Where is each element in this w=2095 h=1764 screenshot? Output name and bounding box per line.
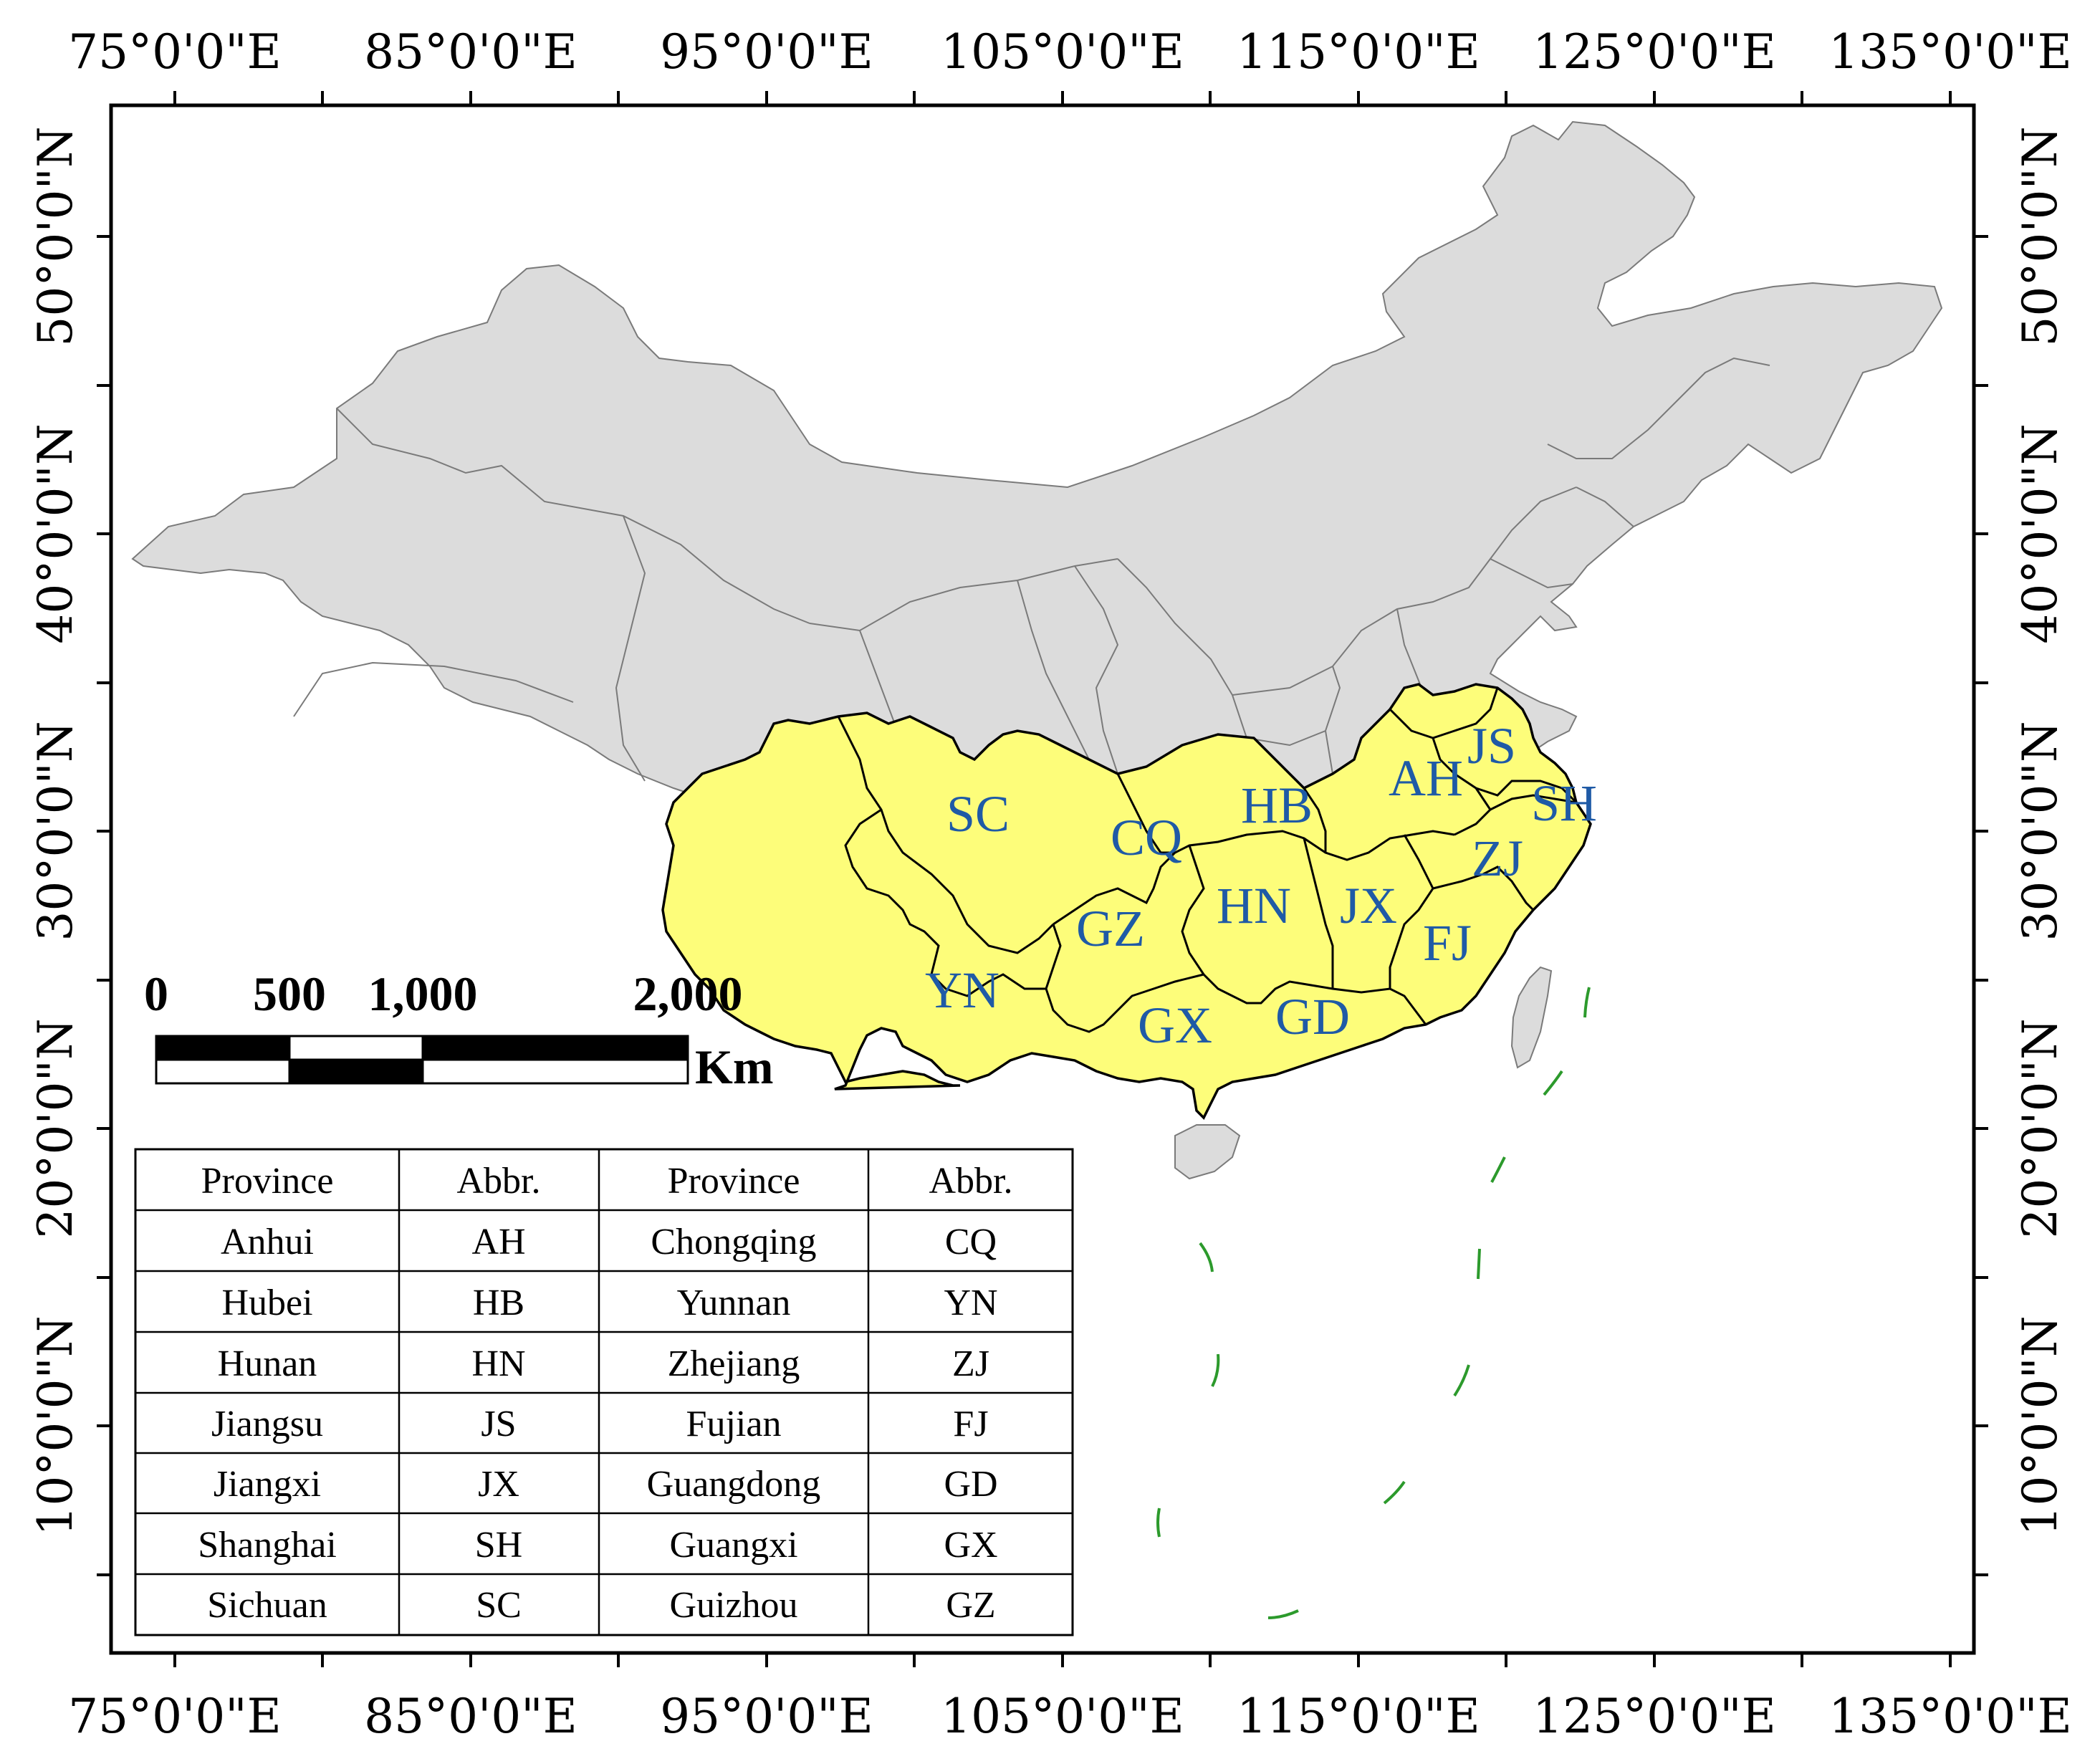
lon-label-bottom: 125°0'0"E: [1533, 1689, 1776, 1744]
table-cell: AH: [471, 1222, 525, 1262]
scale-unit: Km: [695, 1040, 774, 1094]
table-cell: Guangxi: [669, 1525, 797, 1566]
province-label-sc: SC: [946, 785, 1010, 843]
province-label-zj: ZJ: [1472, 830, 1523, 887]
table-cell: Fujian: [686, 1404, 782, 1444]
table-cell: Jiangsu: [211, 1404, 323, 1444]
province-label-sh: SH: [1531, 775, 1597, 832]
scale-bar: 0 500 1,000 2,000 Km: [144, 967, 774, 1094]
table-cell: Shanghai: [198, 1525, 337, 1566]
lon-label-bottom: 95°0'0"E: [660, 1689, 873, 1744]
lat-label-right: 40°0'0"N: [2013, 423, 2068, 643]
table-cell: Jiangxi: [214, 1464, 321, 1505]
lat-label-right: 50°0'0"N: [2013, 126, 2068, 346]
table-cell: HB: [473, 1283, 524, 1323]
table-cell: Sichuan: [207, 1585, 327, 1626]
lon-label-top: 105°0'0"E: [941, 24, 1184, 80]
scale-tick-label: 0: [144, 967, 168, 1021]
table-cell: Hubei: [221, 1283, 312, 1323]
province-label-hn: HN: [1217, 877, 1291, 934]
lon-label-top: 95°0'0"E: [660, 24, 873, 80]
south-china-sea-dashed-line: [1156, 987, 1591, 1619]
lat-label-left: 50°0'0"N: [28, 126, 83, 346]
table-cell: CQ: [945, 1222, 997, 1262]
table-cell: GZ: [946, 1585, 995, 1626]
province-label-jx: JX: [1340, 877, 1397, 934]
province-labels: SC CQ HB AH JS SH ZJ HN JX FJ GZ YN GX G…: [925, 717, 1597, 1054]
right-latitude-labels: 50°0'0"N 40°0'0"N 30°0'0"N 20°0'0"N 10°0…: [2013, 126, 2068, 1535]
lon-label-top: 75°0'0"E: [68, 24, 282, 80]
lat-label-left: 40°0'0"N: [28, 423, 83, 643]
table-cell: JX: [478, 1464, 519, 1505]
lat-label-right: 10°0'0"N: [2013, 1315, 2068, 1535]
table-cell: Hunan: [218, 1343, 317, 1384]
table-cell: JS: [481, 1404, 516, 1444]
table-header: Province: [668, 1161, 800, 1202]
lon-label-top: 85°0'0"E: [364, 24, 577, 80]
table-cell: Zhejiang: [668, 1343, 800, 1384]
lat-label-left: 10°0'0"N: [28, 1315, 83, 1535]
province-label-gx: GX: [1138, 997, 1212, 1054]
table-cell: HN: [471, 1343, 525, 1384]
study-area-region: [661, 683, 1592, 1120]
table-cell: SH: [475, 1525, 522, 1566]
lon-label-top: 135°0'0"E: [1828, 24, 2072, 80]
table-cell: Guangdong: [647, 1464, 821, 1505]
province-label-fj: FJ: [1423, 914, 1472, 972]
hainan-island: [1174, 1124, 1241, 1180]
province-label-hb: HB: [1241, 777, 1313, 834]
province-label-gd: GD: [1275, 988, 1350, 1045]
table-cell: Chongqing: [651, 1222, 816, 1262]
table-cell: Anhui: [221, 1222, 314, 1262]
study-province-boundaries: [837, 687, 1578, 1033]
table-cell: SC: [476, 1585, 522, 1626]
table-cell: GX: [944, 1525, 997, 1566]
tick-marks: [97, 91, 1988, 1667]
table-cell: FJ: [953, 1404, 988, 1444]
lon-label-bottom: 85°0'0"E: [364, 1689, 577, 1744]
top-longitude-labels: 75°0'0"E 85°0'0"E 95°0'0"E 105°0'0"E 115…: [68, 24, 2072, 80]
lat-label-left: 30°0'0"N: [28, 721, 83, 941]
table-cell: GD: [944, 1464, 997, 1505]
table-cell: Guizhou: [669, 1585, 797, 1626]
scale-tick-label: 500: [253, 967, 326, 1021]
table-header: Province: [201, 1161, 334, 1202]
province-label-yn: YN: [925, 962, 999, 1019]
lon-label-bottom: 105°0'0"E: [941, 1689, 1184, 1744]
bottom-longitude-labels: 75°0'0"E 85°0'0"E 95°0'0"E 105°0'0"E 115…: [68, 1689, 2072, 1744]
table-cell: Yunnan: [677, 1283, 791, 1323]
province-label-js: JS: [1467, 717, 1516, 775]
scale-tick-label: 2,000: [633, 967, 743, 1021]
lon-label-bottom: 115°0'0"E: [1237, 1689, 1480, 1744]
province-label-ah: AH: [1389, 749, 1463, 807]
table-header: Abbr.: [457, 1161, 541, 1202]
province-label-cq: CQ: [1111, 809, 1182, 866]
lat-label-right: 30°0'0"N: [2013, 721, 2068, 941]
table-cell: ZJ: [952, 1343, 989, 1384]
left-latitude-labels: 50°0'0"N 40°0'0"N 30°0'0"N 20°0'0"N 10°0…: [28, 126, 83, 1535]
scale-tick-label: 1,000: [368, 967, 478, 1021]
lat-label-right: 20°0'0"N: [2013, 1018, 2068, 1238]
taiwan-island: [1510, 966, 1553, 1069]
table-header: Abbr.: [929, 1161, 1013, 1202]
lat-label-left: 20°0'0"N: [28, 1018, 83, 1238]
lon-label-bottom: 75°0'0"E: [68, 1689, 282, 1744]
legend-table: Province Abbr. Province Abbr. Anhui AH C…: [134, 1148, 1074, 1636]
table-cell: YN: [944, 1283, 997, 1323]
province-label-gz: GZ: [1076, 900, 1145, 957]
lon-label-top: 115°0'0"E: [1237, 24, 1480, 80]
lon-label-bottom: 135°0'0"E: [1828, 1689, 2072, 1744]
lon-label-top: 125°0'0"E: [1533, 24, 1776, 80]
